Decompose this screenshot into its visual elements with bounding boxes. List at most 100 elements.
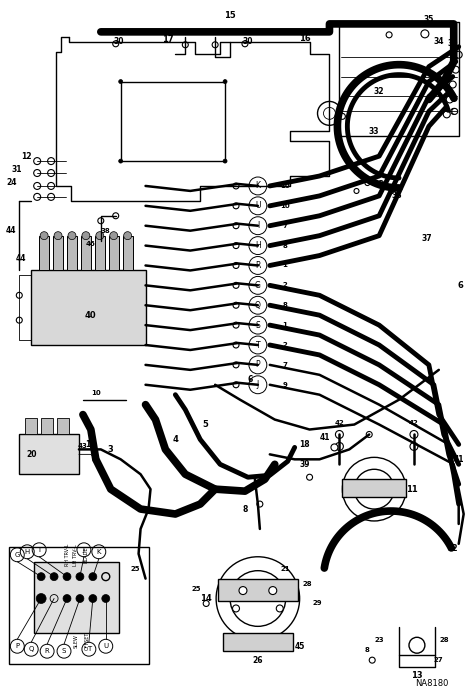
Text: 13: 13 — [411, 671, 423, 680]
Circle shape — [269, 586, 277, 595]
Text: Q: Q — [255, 301, 261, 310]
Text: 2: 2 — [283, 342, 287, 348]
Circle shape — [339, 98, 346, 105]
Text: 44: 44 — [16, 254, 27, 263]
Circle shape — [369, 657, 375, 663]
Circle shape — [233, 203, 239, 209]
Circle shape — [239, 586, 247, 595]
Circle shape — [233, 382, 239, 388]
Circle shape — [118, 80, 123, 84]
Text: 3: 3 — [108, 445, 114, 454]
Text: I: I — [257, 221, 259, 230]
Circle shape — [40, 231, 48, 240]
Circle shape — [118, 159, 123, 163]
Circle shape — [34, 182, 41, 189]
Bar — [53, 236, 63, 270]
Circle shape — [233, 183, 239, 189]
Text: U: U — [103, 643, 109, 649]
Circle shape — [223, 159, 227, 163]
Bar — [34, 562, 118, 633]
Circle shape — [455, 51, 462, 58]
Bar — [95, 236, 105, 270]
Text: 41: 41 — [319, 433, 330, 442]
Circle shape — [54, 231, 62, 240]
Circle shape — [212, 42, 218, 48]
Text: 9: 9 — [283, 382, 287, 388]
Circle shape — [76, 595, 84, 602]
Circle shape — [233, 243, 239, 249]
Text: H: H — [255, 241, 261, 250]
Circle shape — [233, 302, 239, 308]
Circle shape — [124, 231, 132, 240]
Text: P: P — [255, 360, 260, 369]
Bar — [25, 418, 37, 435]
Circle shape — [36, 593, 46, 604]
Bar — [223, 633, 292, 651]
Circle shape — [451, 108, 457, 114]
Bar — [67, 236, 77, 270]
Circle shape — [63, 572, 71, 581]
Text: BLADE: BLADE — [83, 547, 88, 563]
Bar — [342, 480, 406, 497]
Circle shape — [443, 111, 450, 118]
Text: 38: 38 — [101, 228, 110, 234]
Circle shape — [93, 457, 99, 462]
Text: P: P — [15, 643, 19, 649]
Bar — [19, 435, 79, 474]
Text: 11: 11 — [406, 484, 418, 493]
Text: NA8180: NA8180 — [415, 678, 449, 687]
Text: 8: 8 — [242, 505, 247, 514]
Text: 41: 41 — [454, 455, 464, 464]
Text: 8: 8 — [283, 243, 287, 249]
Text: H: H — [25, 549, 30, 555]
Text: 27: 27 — [434, 657, 444, 663]
Bar — [123, 236, 133, 270]
Circle shape — [378, 181, 383, 186]
Circle shape — [233, 605, 239, 612]
Circle shape — [37, 572, 45, 581]
Text: 12: 12 — [21, 152, 31, 161]
Text: 29: 29 — [313, 601, 322, 606]
Text: 6: 6 — [247, 376, 253, 385]
Text: U: U — [255, 202, 261, 211]
Text: 39: 39 — [300, 460, 310, 468]
Circle shape — [339, 114, 346, 119]
Text: SLEW: SLEW — [73, 634, 79, 648]
Bar — [57, 418, 69, 435]
Circle shape — [37, 595, 45, 602]
Circle shape — [102, 595, 110, 602]
Circle shape — [34, 170, 41, 177]
Text: 42: 42 — [335, 419, 344, 426]
Circle shape — [336, 430, 343, 439]
Circle shape — [331, 444, 338, 451]
Text: 28: 28 — [440, 638, 449, 643]
Circle shape — [89, 595, 97, 602]
Text: OFFSET: OFFSET — [84, 632, 90, 651]
Text: 2: 2 — [283, 282, 287, 288]
Circle shape — [16, 292, 22, 298]
Text: 19: 19 — [86, 440, 96, 449]
Text: 1: 1 — [283, 322, 287, 328]
Circle shape — [34, 193, 41, 200]
Circle shape — [89, 572, 97, 581]
Text: 7: 7 — [283, 222, 287, 229]
Text: 34: 34 — [434, 37, 444, 46]
Text: 36: 36 — [392, 191, 402, 200]
Text: 45: 45 — [294, 642, 305, 651]
Circle shape — [50, 572, 58, 581]
Circle shape — [233, 362, 239, 368]
Bar — [218, 579, 298, 601]
Circle shape — [82, 231, 90, 240]
Circle shape — [47, 193, 55, 200]
Circle shape — [233, 222, 239, 229]
Text: 10: 10 — [91, 389, 100, 396]
Text: K: K — [97, 549, 101, 555]
Circle shape — [257, 501, 263, 507]
Circle shape — [410, 442, 418, 450]
Text: 26: 26 — [253, 656, 263, 665]
Circle shape — [336, 442, 343, 450]
Circle shape — [233, 263, 239, 268]
Text: 42: 42 — [409, 419, 419, 426]
Text: 44: 44 — [6, 226, 16, 235]
Circle shape — [386, 32, 392, 38]
